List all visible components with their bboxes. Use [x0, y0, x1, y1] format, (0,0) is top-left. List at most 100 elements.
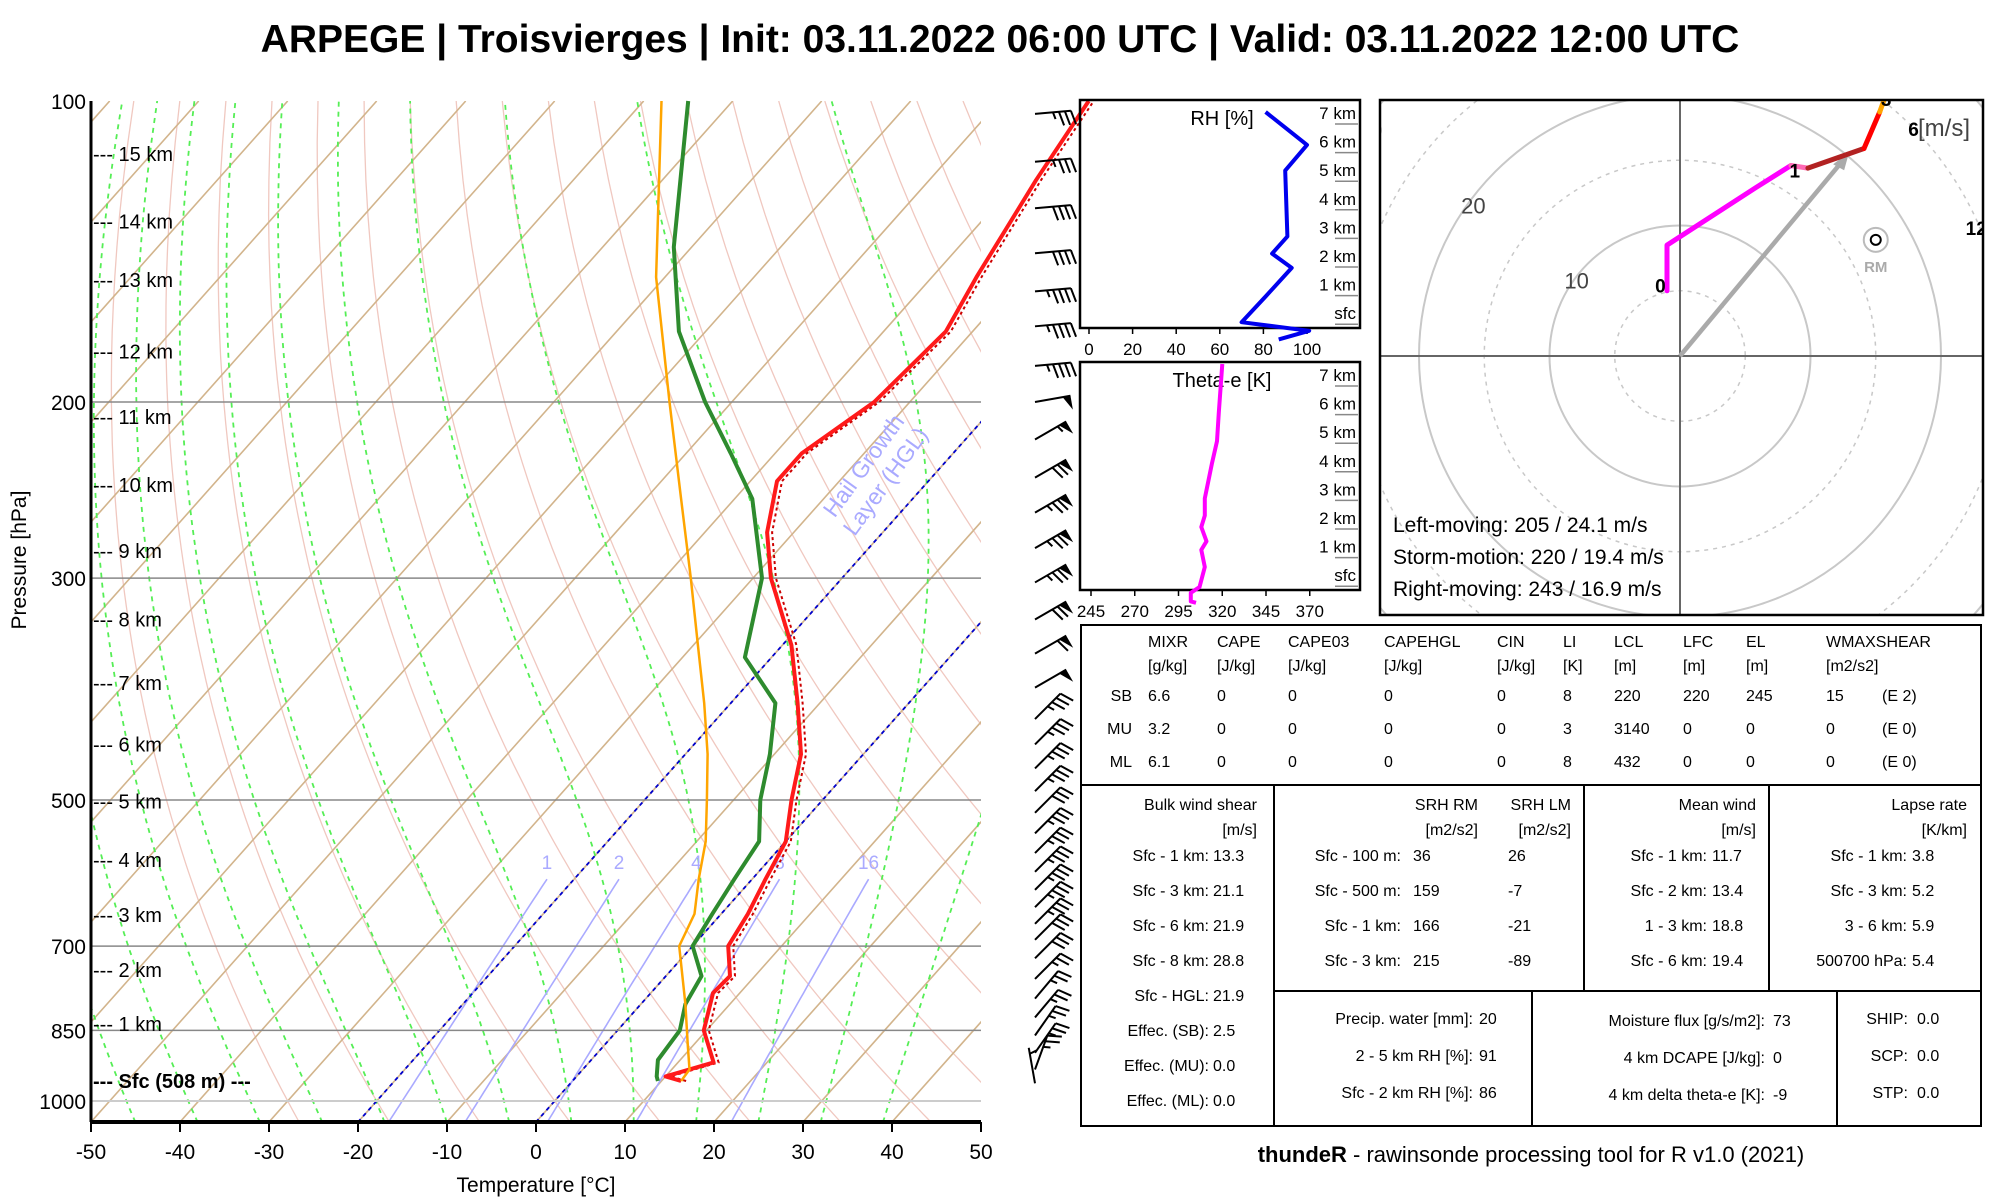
wind-barb — [1034, 742, 1074, 770]
srh-lm-value: 26 — [1508, 848, 1526, 865]
wind-barb-full — [1059, 880, 1074, 890]
param-value: 220 — [1614, 688, 1641, 705]
wind-barb — [1034, 807, 1074, 835]
bulk-shear-value: 21.9 — [1213, 988, 1245, 1005]
moist-adiabat — [819, 101, 930, 1122]
dry-adiabat — [165, 101, 391, 1122]
wind-barb-full — [1051, 835, 1066, 845]
hodograph-segment — [1805, 146, 1867, 171]
dry-adiabat — [593, 101, 981, 905]
moisture-label: 2 - 5 km RH [%]: — [1355, 1048, 1473, 1065]
x-tick-label: -20 — [343, 1141, 373, 1164]
moist-adiabat — [337, 101, 573, 1122]
moisture-value: 86 — [1479, 1085, 1497, 1102]
wind-barb-flag — [1059, 421, 1074, 434]
isotherm — [91, 101, 912, 1024]
isotherm — [91, 101, 378, 424]
mean-wind-label: Sfc - 6 km: — [1630, 953, 1707, 970]
param-value: 8 — [1563, 688, 1572, 705]
wind-barb-full — [1055, 901, 1070, 911]
wind-barb-full — [1051, 905, 1066, 915]
x-tick-label: 0 — [530, 1141, 542, 1164]
wind-barb-half — [1047, 876, 1055, 882]
wind-barb-full — [1063, 205, 1072, 220]
mean-wind-value: 19.4 — [1712, 953, 1744, 970]
wind-barb-full — [1055, 722, 1070, 732]
wind-barb-full — [1063, 158, 1072, 174]
mean-wind-label: 1 - 3 km: — [1644, 918, 1707, 935]
wind-barb-full — [1051, 608, 1064, 621]
rh_profile-tick-label: 100 — [1293, 340, 1321, 359]
wind-barb-staff — [1034, 913, 1062, 941]
composite-value: 0.0 — [1917, 1048, 1940, 1065]
wind-barb-full — [1055, 1022, 1070, 1030]
wind-barb-full — [1051, 501, 1064, 514]
wind-barb-full — [1055, 917, 1070, 927]
footer-brand: thundeR — [1257, 1142, 1347, 1167]
wind-barb-full — [1055, 936, 1070, 946]
wind-barb-staff — [1034, 952, 1062, 980]
wind-barb — [1034, 668, 1074, 689]
wind-barb — [1034, 458, 1074, 479]
height-label: --- 11 km — [93, 407, 172, 429]
wind-barb-half — [1043, 1045, 1051, 1049]
rh_profile-height-label: 1 km — [1319, 276, 1356, 295]
wind-barb-full — [1055, 769, 1070, 778]
wind-barb-staff — [1034, 932, 1062, 960]
dry-adiabat — [639, 101, 981, 816]
lapse-rate-value: 5.9 — [1912, 918, 1935, 935]
lapse-rate-unit: [K/km] — [1921, 822, 1967, 839]
wind-barb-full — [1055, 1005, 1070, 1012]
thetae_profile-height-label: 6 km — [1319, 395, 1356, 414]
wind-barb-full — [1059, 952, 1074, 962]
x-tick-label: 40 — [880, 1141, 903, 1164]
chart-title: ARPEGE | Troisvierges | Init: 03.11.2022… — [260, 18, 1740, 61]
thetae_profile-tick-label: 345 — [1252, 602, 1280, 621]
hodograph-segment — [1788, 163, 1811, 171]
hgl-boundary — [535, 620, 981, 1122]
srh-rm-value: 159 — [1413, 883, 1440, 900]
lapse-rate-label: Sfc - 3 km: — [1830, 883, 1907, 900]
wind-barb — [1034, 845, 1074, 873]
moist-adiabat — [92, 101, 261, 1122]
hodograph-height-label: 1 — [1790, 162, 1801, 183]
param-unit: [m] — [1746, 658, 1769, 675]
srh-rm-title: SRH RM — [1414, 797, 1478, 814]
isotherm — [91, 101, 467, 524]
wind-barb — [1034, 394, 1073, 410]
wind-barb-full — [1053, 993, 1068, 1002]
hodograph-ring-label: 20 — [1461, 193, 1485, 218]
moisture-label: Sfc - 2 km RH [%]: — [1341, 1085, 1473, 1102]
bulk-shear-label: Sfc - HGL: — [1134, 988, 1209, 1005]
wind-barb-full — [1055, 811, 1070, 821]
wind-barb-half — [1047, 819, 1055, 826]
wind-barb-full — [1057, 250, 1066, 266]
x-tick-label: -10 — [432, 1141, 462, 1164]
hodograph-height-label: 3 — [1881, 90, 1892, 111]
storm-motion-annotation: Storm-motion: 220 / 19.4 m/s — [1393, 546, 1664, 569]
param-value: 6.6 — [1148, 688, 1171, 705]
rh_profile-height-label: sfc — [1334, 304, 1356, 323]
wind-barb-full — [1059, 863, 1074, 873]
storm-motion-annotation: Left-moving: 205 / 24.1 m/s — [1393, 514, 1647, 537]
mixing-ratio-label: 1 — [542, 853, 553, 874]
srh-rm-value: 215 — [1413, 953, 1440, 970]
wind-barb-full — [1055, 830, 1070, 840]
bulk-shear-label: Sfc - 6 km: — [1132, 918, 1209, 935]
isotherm — [91, 101, 645, 724]
moisture-value: 20 — [1479, 1011, 1497, 1028]
rh_profile-height-label: 2 km — [1319, 247, 1356, 266]
param-unit: [J/kg] — [1384, 658, 1423, 675]
flux-box — [1531, 990, 1838, 1127]
lm-marker — [1806, 17, 1816, 27]
wind-barb-full — [1055, 790, 1070, 800]
thetae_profile-height-label: 7 km — [1319, 366, 1356, 385]
wind-barb-half — [1047, 910, 1055, 916]
srh-label: Sfc - 1 km: — [1324, 918, 1401, 935]
param-value: 15 — [1826, 688, 1844, 705]
wind-barb-full — [1059, 845, 1074, 855]
mixing-ratio-label: 8 — [774, 853, 785, 874]
dry-adiabat — [501, 101, 981, 1084]
bulk-shear-value: 0.0 — [1213, 1093, 1236, 1110]
